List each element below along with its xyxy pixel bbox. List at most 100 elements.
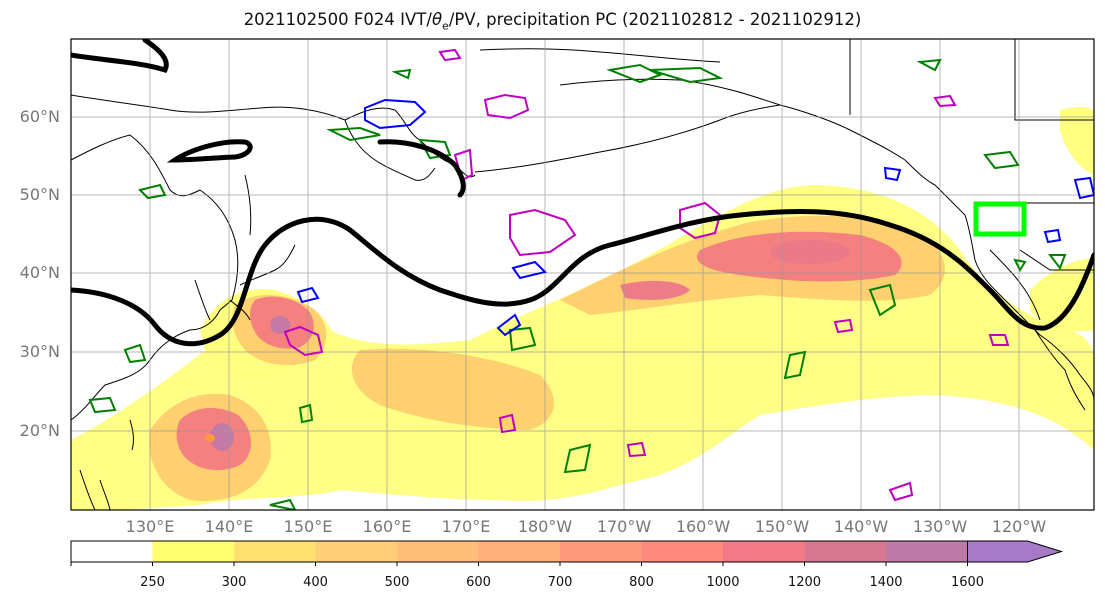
lon-label: 130°E — [125, 517, 175, 536]
theta-e-contour — [916, 58, 942, 72]
precip-max-4 — [205, 434, 215, 442]
colorbar-tick-label: 600 — [466, 575, 491, 590]
ivt-magenta-contour — [888, 481, 914, 502]
coast-korea — [194, 279, 211, 321]
colorbar-segment — [315, 541, 398, 562]
theta-e-contour — [1013, 258, 1027, 273]
theta-e-contour — [983, 150, 1020, 170]
ivt-magenta-contour — [509, 208, 577, 257]
title-suffix: /PV, precipitation PC (2021102812 - 2021… — [448, 10, 862, 29]
theta-e-contour — [649, 66, 724, 84]
ivt-magenta-contour — [833, 318, 854, 334]
colorbar-tick-label: 1400 — [869, 575, 903, 590]
colorbar-tick-label: 700 — [547, 575, 573, 590]
lat-label: 30°N — [19, 342, 60, 361]
theta-e-contour — [508, 326, 537, 352]
lon-label: 180°W — [517, 517, 573, 536]
coast-asia-north — [71, 94, 476, 178]
title-theta: θ — [431, 10, 443, 29]
lon-label: 170°W — [596, 517, 652, 536]
ivt-blue-contour — [511, 260, 547, 280]
coast-sakhalin — [244, 174, 252, 236]
lat-label: 20°N — [19, 421, 60, 440]
ivt-magenta-contour — [626, 441, 647, 458]
precip-band-west — [1030, 258, 1094, 332]
ivt-magenta-contour — [498, 413, 517, 434]
theta-e-contour — [298, 403, 314, 424]
colorbar-tick-label: 1000 — [706, 575, 740, 590]
pv-contour-kamchatka — [377, 139, 466, 198]
theta-e-contour — [1047, 254, 1067, 271]
colorbar-tick-label: 400 — [303, 575, 328, 590]
coast-kamchatka — [344, 119, 436, 181]
lon-label: 120°W — [991, 517, 1047, 536]
theta-e-contour — [418, 138, 452, 160]
gridlines — [71, 39, 1094, 510]
coast-alaska — [559, 78, 936, 186]
ivt-blue-contour — [364, 98, 427, 130]
lon-label: 150°E — [283, 517, 333, 536]
title-theta-subscript: e — [442, 19, 449, 33]
theta-e-contour — [391, 68, 412, 80]
theta-e-contour — [269, 498, 297, 510]
colorbar-segment — [804, 541, 887, 562]
colorbar-extend-arrow — [967, 540, 1064, 563]
lon-label: 140°W — [833, 517, 889, 536]
title-prefix: 2021102500 F024 IVT/ — [243, 10, 432, 29]
ivt-blue-contour — [296, 286, 320, 304]
coast-asia — [71, 134, 239, 421]
coast-baja — [1034, 329, 1086, 411]
colorbar-tick-label: 1200 — [787, 575, 822, 590]
colorbar-segment — [478, 541, 561, 562]
precip-band-mid4 — [351, 348, 554, 430]
ivt-magenta-contour — [283, 325, 324, 357]
colorbar — [70, 540, 1064, 566]
lon-label: 130°W — [912, 517, 968, 536]
colorbar-segment — [71, 541, 153, 562]
colorbar-segment — [152, 541, 235, 562]
theta-e-contour — [783, 350, 807, 380]
pv-contour-sakhalin — [166, 139, 253, 163]
lon-label: 160°W — [675, 517, 731, 536]
colorbar-segment — [886, 541, 968, 562]
map-title: 2021102500 F024 IVT/θe/PV, precipitation… — [0, 10, 1105, 32]
lat-label: 40°N — [19, 263, 60, 282]
colorbar-tick-label: 250 — [140, 575, 165, 590]
colorbar-outline — [70, 540, 968, 563]
colorbar-tick-label: 300 — [221, 575, 247, 590]
lon-label: 160°E — [362, 517, 412, 536]
pv-contours — [71, 39, 1094, 347]
precipitation-field — [71, 106, 1094, 510]
colorbar-tick-label: 800 — [629, 575, 654, 590]
theta-e-contour — [88, 396, 117, 414]
ivt-blue-contour — [496, 313, 522, 337]
ivt-magenta-contour — [988, 334, 1010, 346]
theta-e-contour — [326, 126, 381, 142]
ivt-magenta-contour — [438, 48, 462, 62]
theta-e-contour — [138, 183, 167, 200]
colorbar-segment — [560, 541, 642, 562]
colorbar-segment — [641, 541, 724, 562]
lon-label: 150°W — [754, 517, 810, 536]
ivt-magenta-contour — [483, 93, 530, 120]
ivt-blue-contour — [883, 166, 902, 182]
ivt-magenta-contours — [283, 48, 1010, 502]
theta-e-contour — [606, 63, 663, 84]
precip-band-nw — [1060, 106, 1094, 175]
colorbar-segment — [234, 541, 316, 562]
ivt-blue-contours — [296, 98, 1094, 337]
theta-e-contour — [563, 443, 592, 474]
coast-canada — [934, 184, 1094, 401]
colorbar-tick-label: 500 — [384, 575, 410, 590]
map-frame — [70, 38, 1095, 511]
ivt-blue-contour — [1043, 228, 1062, 244]
colorbar-tick-label: 1600 — [950, 575, 985, 590]
precip-max-3 — [770, 240, 850, 264]
pv-contour-main — [71, 208, 1094, 347]
lon-label: 140°E — [204, 517, 254, 536]
colorbar-segment — [397, 541, 479, 562]
coast-taiwan — [129, 419, 134, 451]
pv-contour-north — [71, 39, 169, 74]
highlight-box — [973, 201, 1027, 237]
